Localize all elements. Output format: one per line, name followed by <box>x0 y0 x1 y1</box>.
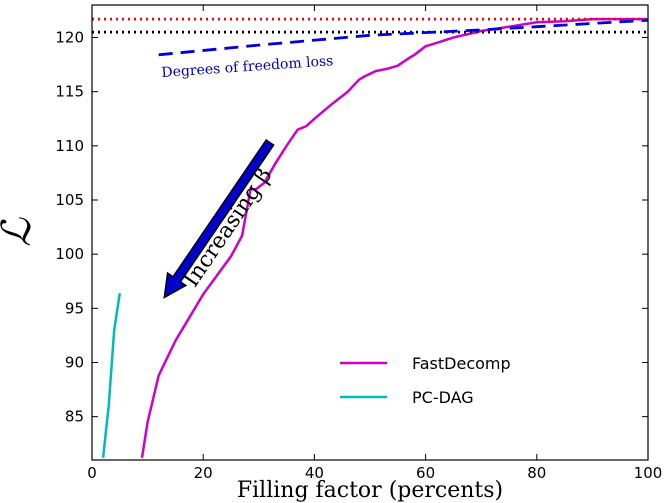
y-axis-label: ℒ <box>0 217 40 247</box>
x-tick-label: 80 <box>527 464 546 482</box>
y-tick-label: 120 <box>55 29 84 47</box>
legend: FastDecomp PC-DAG <box>340 354 511 407</box>
y-tick-label: 100 <box>55 245 84 263</box>
y-tick-label: 95 <box>65 299 84 317</box>
arrow-shape <box>163 138 275 299</box>
increasing-beta-arrow <box>163 138 275 299</box>
ticks-layer: 0 20 40 60 80 100 85 90 95 100 105 110 115 120 <box>55 5 662 482</box>
y-tick-label: 105 <box>55 191 84 209</box>
x-tick-label: 40 <box>305 464 324 482</box>
series-line-1 <box>101 293 122 458</box>
plot-frame <box>91 4 649 461</box>
x-tick-label: 20 <box>194 464 213 482</box>
y-tick-label: 85 <box>65 408 84 426</box>
x-tick-label: 100 <box>634 464 663 482</box>
y-tick-label: 115 <box>55 83 84 101</box>
x-axis-label: Filling factor (percents) <box>237 478 503 503</box>
x-tick-label: 60 <box>416 464 435 482</box>
degrees-of-freedom-annotation: Degrees of freedom loss <box>161 53 334 81</box>
series-line-4 <box>158 18 649 57</box>
legend-label-pc-dag: PC-DAG <box>412 388 474 407</box>
y-tick-label: 90 <box>65 354 84 372</box>
y-tick-label: 110 <box>55 137 84 155</box>
x-tick-label: 0 <box>87 464 97 482</box>
series-layer <box>92 17 649 458</box>
legend-label-fastdecomp: FastDecomp <box>412 354 511 373</box>
increasing-beta-label: Increasing β <box>179 164 277 292</box>
